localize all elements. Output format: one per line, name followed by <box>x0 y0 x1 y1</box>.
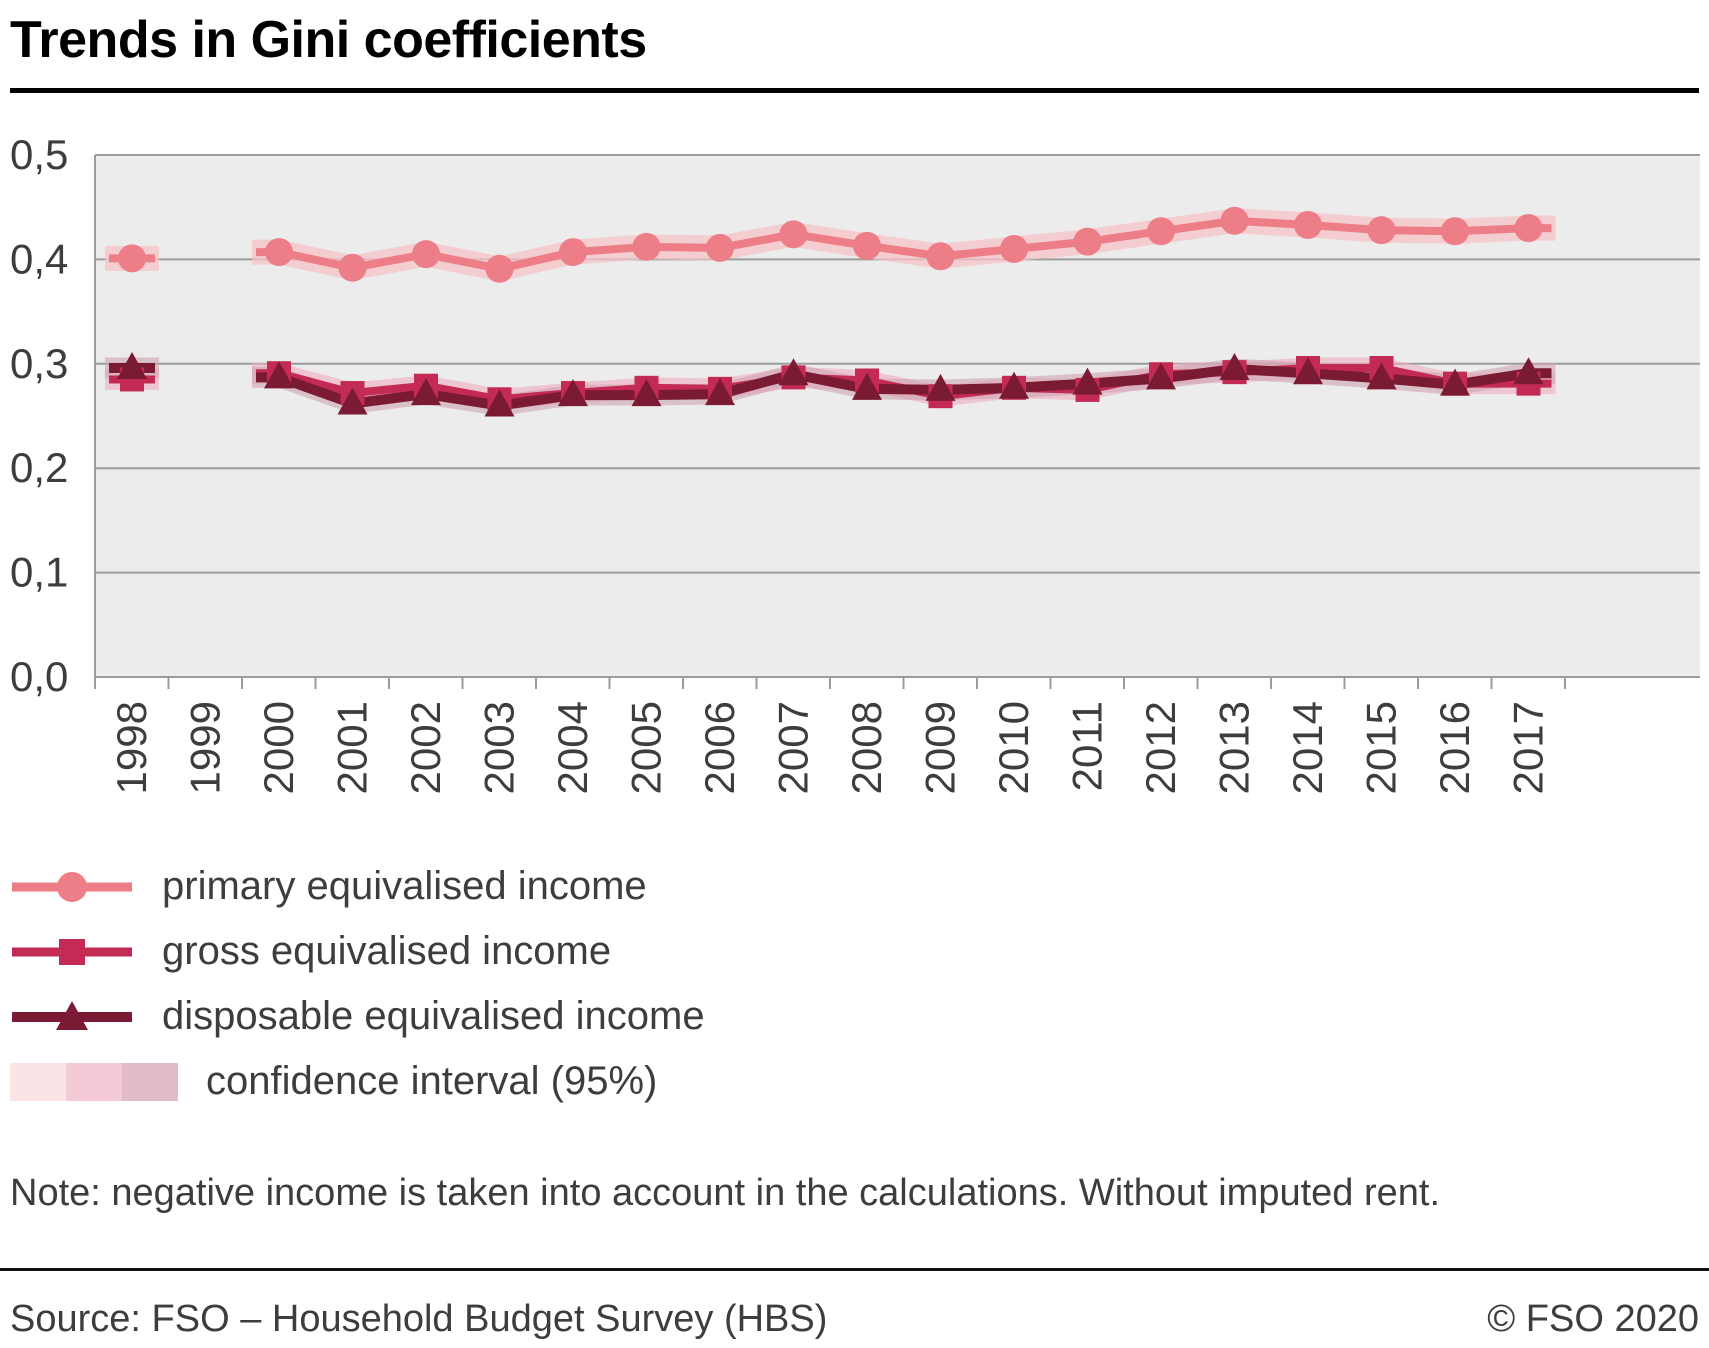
x-tick-label: 2014 <box>1284 701 1331 794</box>
legend: primary equivalised income gross equival… <box>10 854 705 1114</box>
footer-divider <box>0 1268 1709 1271</box>
primary-marker <box>1294 210 1322 239</box>
disposable-marker <box>558 379 588 407</box>
disposable-series-line <box>256 364 1552 411</box>
primary-marker <box>1147 217 1175 246</box>
x-tick-label: 2012 <box>1137 701 1184 794</box>
y-tick-label: 0,0 <box>10 653 68 700</box>
x-tick-label: 2002 <box>402 701 449 794</box>
x-tick-label: 2016 <box>1431 701 1478 794</box>
x-tick-label: 2000 <box>255 701 302 794</box>
primary-marker <box>926 242 955 271</box>
disposable-marker <box>484 389 515 417</box>
legend-label-disposable: disposable equivalised income <box>162 994 705 1038</box>
disposable-marker <box>1219 353 1250 381</box>
x-tick-label: 2011 <box>1064 701 1111 791</box>
legend-item-gross: gross equivalised income <box>10 919 705 984</box>
primary-marker <box>265 238 293 267</box>
legend-label-gross: gross equivalised income <box>162 929 612 973</box>
source-text: Source: FSO – Household Budget Survey (H… <box>10 1298 828 1340</box>
y-tick-label: 0,3 <box>10 340 68 387</box>
x-tick-label: 2001 <box>329 701 376 794</box>
disposable-marker <box>117 351 147 379</box>
primary-marker <box>1220 206 1249 235</box>
disposable-marker <box>999 371 1029 399</box>
disposable-series-marker-icon <box>12 1000 132 1030</box>
copyright-text: © FSO 2020 <box>1487 1298 1699 1340</box>
primary-marker <box>706 233 734 262</box>
disposable-marker <box>264 361 294 389</box>
footer: Source: FSO – Household Budget Survey (H… <box>10 1298 1699 1341</box>
y-tick-label: 0,2 <box>10 444 68 491</box>
ci-swatch-medium <box>66 1062 122 1101</box>
x-tick-label: 2003 <box>476 701 523 794</box>
primary-series-marker-icon <box>12 871 132 902</box>
x-tick-label: 2006 <box>696 701 743 794</box>
x-tick-label: 2008 <box>843 701 890 794</box>
y-tick-label: 0,1 <box>10 549 68 596</box>
x-tick-label: 2007 <box>770 701 817 794</box>
legend-item-disposable: disposable equivalised income <box>10 984 705 1049</box>
disposable-marker <box>1293 357 1323 385</box>
gini-trend-chart: 0,0 0,1 0,2 0,3 0,4 0,5 1998 1999 2000 2001 2002 20… <box>10 131 1700 794</box>
x-tick-label: 2009 <box>917 701 964 794</box>
primary-marker <box>1073 227 1102 256</box>
primary-marker <box>1000 234 1028 263</box>
ci-swatch-light <box>10 1062 66 1101</box>
x-tick-label: 1999 <box>182 701 229 794</box>
x-tick-label: 2010 <box>990 701 1037 794</box>
legend-label-primary: primary equivalised income <box>162 864 647 908</box>
x-tick-label: 2015 <box>1358 701 1405 794</box>
primary-marker <box>559 238 587 267</box>
disposable-marker <box>411 378 441 406</box>
primary-marker <box>779 220 808 249</box>
primary-marker <box>1367 216 1396 245</box>
confidence-interval-swatches-icon <box>10 1062 178 1101</box>
x-tick-label: 2004 <box>549 701 596 794</box>
primary-marker <box>1441 217 1469 246</box>
disposable-marker <box>778 358 809 386</box>
x-tick-label: 2017 <box>1505 701 1552 794</box>
title-underline <box>10 88 1699 93</box>
primary-marker <box>338 253 367 282</box>
chart-note: Note: negative income is taken into acco… <box>10 1172 1441 1214</box>
primary-marker <box>485 254 514 283</box>
x-tick-label: 2013 <box>1211 701 1258 794</box>
disposable-marker <box>337 387 368 415</box>
page-title: Trends in Gini coefficients <box>10 11 647 69</box>
disposable-marker <box>1513 357 1544 385</box>
disposable-marker <box>852 372 882 400</box>
disposable-marker <box>1072 367 1103 395</box>
y-tick-label: 0,5 <box>10 131 68 178</box>
primary-marker <box>118 244 146 273</box>
legend-label-confidence-interval: confidence interval (95%) <box>206 1059 658 1103</box>
primary-marker <box>1514 214 1543 243</box>
primary-marker <box>853 231 881 260</box>
disposable-marker <box>925 373 956 401</box>
primary-marker <box>412 240 440 269</box>
x-tick-label: 2005 <box>623 701 670 794</box>
legend-item-primary: primary equivalised income <box>10 854 705 919</box>
gross-series-marker-icon <box>12 938 132 965</box>
disposable-marker <box>631 379 662 407</box>
disposable-marker <box>1440 368 1470 396</box>
disposable-marker <box>1146 362 1176 390</box>
x-tick-label: 1998 <box>108 701 155 794</box>
primary-marker <box>632 232 661 261</box>
disposable-marker <box>1366 362 1397 390</box>
disposable-marker <box>705 378 735 406</box>
y-tick-label: 0,4 <box>10 235 68 282</box>
ci-swatch-dark <box>122 1062 178 1101</box>
legend-item-confidence-interval: confidence interval (95%) <box>10 1049 705 1114</box>
